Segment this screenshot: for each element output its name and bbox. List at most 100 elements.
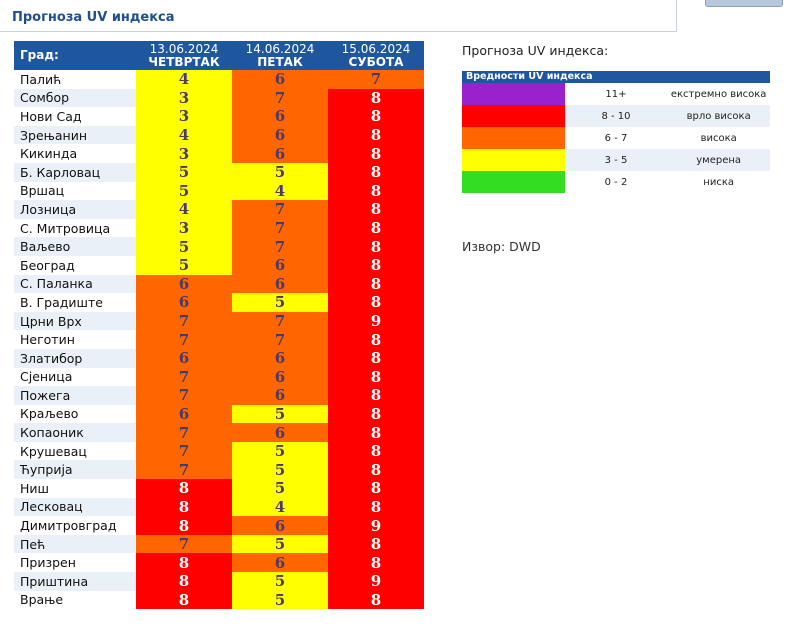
city-name: Неготин: [14, 330, 136, 349]
uv-value-cell: 6: [232, 348, 328, 368]
uv-value-cell: 7: [232, 200, 328, 219]
uv-value-cell: 3: [136, 144, 232, 163]
legend-label: екстремно висока: [667, 83, 770, 105]
table-row: С. Митровица 3 7 8: [14, 218, 424, 238]
legend-row: 0 - 2 ниска: [462, 171, 770, 193]
city-name: Приштина: [14, 572, 136, 591]
city-name: Ћуприја: [14, 460, 136, 480]
uv-value-cell: 7: [232, 330, 328, 349]
legend-body: 11+ екстремно висока 8 - 10 врло висока 6 - …: [462, 83, 770, 193]
uv-value-cell: 8: [328, 367, 424, 387]
city-name: Краљево: [14, 404, 136, 424]
uv-value-cell: 7: [232, 311, 328, 331]
uv-value-cell: 6: [136, 404, 232, 424]
uv-value-cell: 4: [232, 497, 328, 517]
uv-value-cell: 8: [328, 497, 424, 517]
uv-value-cell: 6: [232, 107, 328, 126]
day-column-header: 15.06.2024 СУБОТА: [328, 41, 424, 70]
city-name: Ваљево: [14, 237, 136, 256]
uv-value-cell: 5: [232, 479, 328, 498]
uv-value-cell: 7: [232, 88, 328, 108]
uv-value-cell: 8: [328, 479, 424, 498]
uv-value-cell: 3: [136, 107, 232, 126]
top-right-tab-button[interactable]: [705, 0, 783, 7]
legend-range: 6 - 7: [564, 127, 668, 149]
city-name: Зрењанин: [14, 125, 136, 145]
table-row: Неготин 7 7 8: [14, 330, 424, 349]
uv-value-cell: 8: [328, 162, 424, 182]
uv-value-cell: 6: [232, 386, 328, 405]
uv-value-cell: 5: [232, 404, 328, 424]
legend-label: врло висока: [667, 105, 770, 127]
legend-color-swatch: [462, 105, 565, 127]
city-name: Крушевац: [14, 441, 136, 461]
legend-color-swatch: [462, 127, 565, 149]
day-column-header: 14.06.2024 ПЕТАК: [232, 41, 328, 70]
table-row: Лесковац 8 4 8: [14, 497, 424, 517]
table-row: Б. Карловац 5 5 8: [14, 162, 424, 182]
data-source: Извор: DWD: [462, 239, 541, 254]
uv-value-cell: 5: [232, 460, 328, 480]
legend-range: 11+: [564, 83, 668, 105]
table-row: Приштина 8 5 9: [14, 572, 424, 591]
uv-value-cell: 3: [136, 218, 232, 238]
uv-value-cell: 8: [328, 144, 424, 163]
table-row: Кикинда 3 6 8: [14, 144, 424, 163]
uv-value-cell: 8: [328, 200, 424, 219]
table-row: Врање 8 5 8: [14, 590, 424, 610]
table-row: Ћуприја 7 5 8: [14, 460, 424, 480]
table-row: Нови Сад 3 6 8: [14, 107, 424, 126]
uv-value-cell: 4: [232, 181, 328, 201]
uv-value-cell: 8: [328, 255, 424, 275]
city-name: Копаоник: [14, 423, 136, 442]
legend-row: 8 - 10 врло висока: [462, 105, 770, 127]
table-row: В. Градиште 6 5 8: [14, 293, 424, 312]
table-row: Црни Врх 7 7 9: [14, 311, 424, 331]
uv-value-cell: 7: [232, 218, 328, 238]
table-row: Призрен 8 6 8: [14, 553, 424, 573]
uv-value-cell: 8: [328, 534, 424, 554]
table-row: Вршац 5 4 8: [14, 181, 424, 201]
city-name: Врање: [14, 590, 136, 610]
uv-value-cell: 8: [136, 553, 232, 573]
legend-heading: Прогноза UV индекса:: [462, 43, 609, 58]
uv-value-cell: 6: [136, 348, 232, 368]
table-row: Краљево 6 5 8: [14, 404, 424, 424]
city-name: Призрен: [14, 553, 136, 573]
uv-value-cell: 7: [136, 311, 232, 331]
city-name: Б. Карловац: [14, 162, 136, 182]
uv-value-cell: 8: [136, 572, 232, 591]
uv-value-cell: 8: [328, 423, 424, 442]
city-column-header: Град:: [14, 41, 136, 70]
legend-row: 6 - 7 висока: [462, 127, 770, 149]
uv-value-cell: 6: [136, 274, 232, 294]
uv-value-cell: 5: [232, 441, 328, 461]
city-name: Ниш: [14, 479, 136, 498]
uv-value-cell: 8: [328, 274, 424, 294]
city-name: Вршац: [14, 181, 136, 201]
uv-value-cell: 8: [328, 460, 424, 480]
uv-value-cell: 8: [328, 218, 424, 238]
city-name: Димитровград: [14, 516, 136, 535]
city-name: В. Градиште: [14, 293, 136, 312]
uv-value-cell: 7: [232, 237, 328, 256]
legend-table-header: Вредности UV индекса: [462, 71, 770, 83]
uv-legend-table: Вредности UV индекса 11+ екстремно висока…: [462, 71, 770, 193]
city-name: Нови Сад: [14, 107, 136, 126]
table-body: Палић 4 6 7 Сомбор 3 7 8 Нови Сад 3 6 8 Зрењанин 4 6 8 К…: [14, 70, 424, 610]
day-weekday: ПЕТАК: [257, 54, 303, 69]
city-name: С. Митровица: [14, 218, 136, 238]
uv-value-cell: 8: [328, 293, 424, 312]
uv-value-cell: 5: [136, 162, 232, 182]
uv-value-cell: 7: [136, 534, 232, 554]
uv-value-cell: 4: [136, 125, 232, 145]
uv-value-cell: 4: [136, 70, 232, 89]
city-name: Сјеница: [14, 367, 136, 387]
uv-value-cell: 8: [328, 590, 424, 610]
city-name: Пожега: [14, 386, 136, 405]
legend-color-swatch: [462, 171, 565, 193]
legend-range: 0 - 2: [564, 171, 668, 193]
uv-value-cell: 8: [136, 497, 232, 517]
legend-label: висока: [667, 127, 770, 149]
uv-forecast-table: Град: 13.06.2024 ЧЕТВРТАК 14.06.2024 ПЕТ…: [14, 41, 424, 610]
